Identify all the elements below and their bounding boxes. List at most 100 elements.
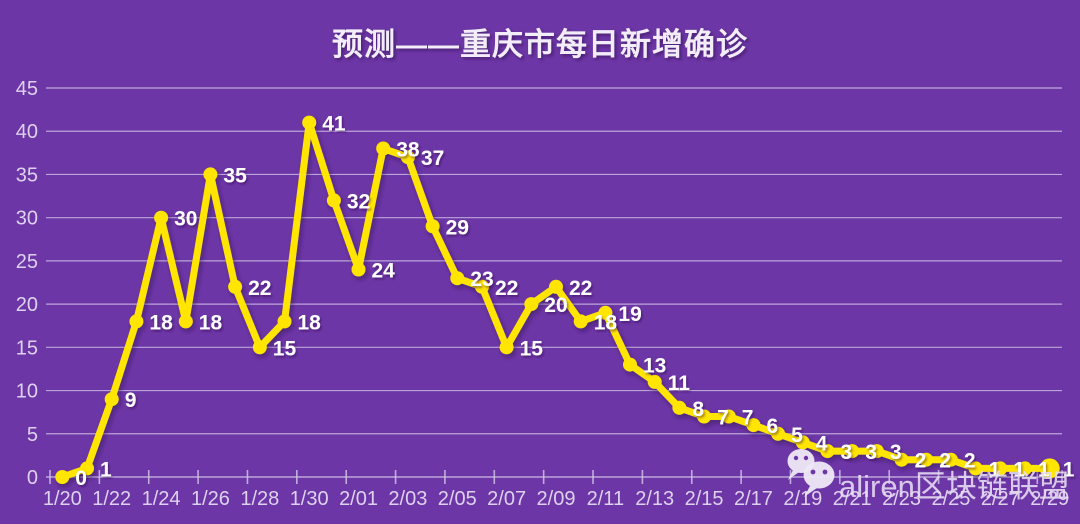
data-point-label: 13 [643,355,666,378]
data-point-label: 4 [816,432,828,455]
data-point-label: 2 [939,450,951,473]
data-point-label: 24 [372,260,396,283]
data-point [351,262,366,277]
data-point [845,444,860,459]
data-point [55,470,70,484]
chart-title: 预测——重庆市每日新增确诊 [332,27,748,62]
data-point [1018,461,1032,476]
data-point [499,340,514,355]
y-tick-label: 0 [27,467,38,489]
data-point-label: 15 [273,337,297,360]
x-tick-label: 2/27 [981,488,1020,510]
data-point [647,374,662,389]
data-point-label: 1 [989,458,1001,481]
data-point-label: 18 [594,311,618,334]
data-point [203,167,218,182]
data-point [697,409,712,424]
data-point [178,314,193,329]
data-point [771,426,786,441]
data-point-label: 20 [544,294,567,317]
data-point-label: 3 [865,441,877,464]
x-tick-label: 2/25 [931,488,970,510]
data-point-label: 3 [890,441,902,464]
data-point-label: 6 [767,415,779,438]
x-tick-label: 2/05 [438,488,477,510]
data-point [450,271,465,286]
data-point-label: 23 [470,268,493,291]
data-point [968,461,983,476]
data-point [376,141,391,156]
data-point-label: 41 [322,113,346,136]
data-point-label: 15 [520,337,544,360]
data-point [919,452,934,467]
data-point [820,444,835,459]
y-tick-label: 5 [27,424,38,446]
data-point [475,279,489,294]
data-point-label: 35 [223,164,247,187]
data-point-label: 1 [1038,458,1050,481]
data-point [400,150,415,165]
y-tick-label: 10 [16,381,38,403]
data-point-label: 29 [446,216,469,239]
x-tick-label: 2/09 [537,488,576,510]
data-point-label: 32 [347,190,370,213]
data-point [746,418,761,433]
data-point-label: 22 [495,277,518,300]
x-tick-label: 1/28 [240,488,279,510]
data-point [795,435,810,450]
y-tick-label: 45 [16,78,38,100]
data-point [598,305,613,320]
data-point-label: 1 [1013,458,1025,481]
data-point-label: 7 [717,407,729,430]
data-point [154,210,169,225]
data-point-label: 18 [199,311,223,334]
x-tick-label: 2/13 [635,488,674,510]
data-point [672,400,687,415]
data-point [425,219,440,234]
data-point-label: 38 [396,139,420,162]
data-point [252,340,267,355]
data-point [573,314,588,329]
data-point-label: 22 [248,277,271,300]
y-tick-label: 15 [16,337,38,359]
data-point [302,115,317,130]
data-point-label: 11 [668,372,691,395]
y-tick-label: 35 [16,164,38,186]
x-tick-label: 1/20 [43,488,82,510]
data-point-label: 37 [421,147,444,170]
data-point-label: 0 [75,467,87,490]
data-point [623,357,637,372]
x-tick-label: 2/19 [783,488,822,510]
data-point [993,461,1008,476]
x-tick-label: 2/11 [587,488,624,510]
data-point [894,452,909,467]
data-point [326,193,341,208]
x-tick-label: 2/01 [339,488,378,510]
data-point-label: 1 [1063,458,1075,481]
data-point [228,279,243,294]
data-point-label: 9 [125,389,137,412]
y-tick-label: 30 [16,208,38,230]
x-tick-label: 2/15 [685,488,724,510]
x-tick-label: 2/21 [833,488,872,510]
data-point-label: 1 [100,458,112,481]
data-point [277,314,292,329]
x-tick-label: 2/03 [388,488,427,510]
y-tick-label: 25 [16,251,38,273]
data-point-label: 7 [742,407,754,430]
data-point-label: 30 [174,208,197,231]
data-point-label: 18 [149,311,173,334]
data-point [1039,458,1060,479]
data-point [524,297,539,312]
data-point-label: 2 [964,450,976,473]
data-series [55,115,1060,484]
data-point-label: 5 [791,424,803,447]
data-point-label: 8 [692,398,704,421]
data-point [721,409,736,424]
y-tick-label: 40 [16,121,38,143]
x-tick-label: 1/26 [191,488,230,510]
x-tick-label: 1/24 [142,488,181,510]
data-point-label: 2 [915,450,927,473]
